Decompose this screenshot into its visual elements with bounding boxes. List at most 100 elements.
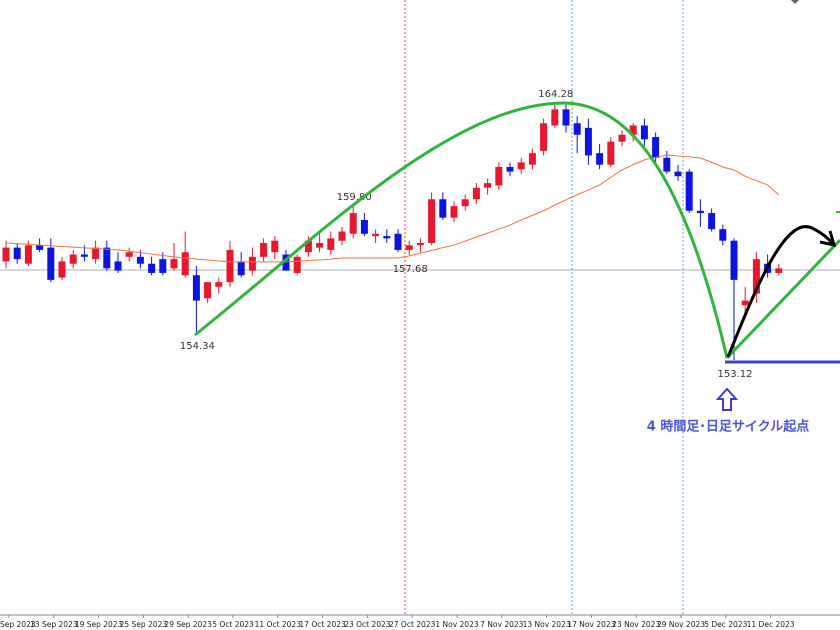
x-tick-label: 29 Sep 2023: [164, 620, 212, 629]
candle-body: [13, 247, 21, 260]
x-tick-label: 5 Oct 2023: [212, 620, 254, 629]
candle-body: [204, 282, 212, 299]
candle-body: [36, 245, 44, 250]
candle-body: [629, 125, 637, 135]
x-tick-label: 17 Oct 2023: [299, 620, 346, 629]
candle-body: [696, 210, 704, 214]
forecast-arrow: [726, 225, 834, 358]
candle-body: [685, 171, 693, 211]
candle-body: [360, 219, 368, 234]
x-tick-label: 23 Oct 2023: [344, 620, 391, 629]
x-tick-label: 13 Nov 2023: [523, 620, 571, 629]
candle-body: [461, 199, 469, 207]
candle-body: [24, 245, 32, 264]
candle-body: [159, 259, 167, 273]
x-tick-label: Sep 2023: [0, 620, 36, 629]
candle-body: [114, 261, 122, 271]
candle-body: [58, 261, 66, 278]
price-label: 157.68: [393, 264, 428, 275]
candle-body: [304, 240, 312, 253]
x-tick-label: 1 Nov 2023: [435, 620, 478, 629]
candle-body: [719, 229, 727, 241]
candle-body: [349, 213, 357, 234]
candle-body: [226, 249, 234, 283]
cycle-line: [725, 238, 840, 360]
candle-body: [730, 240, 738, 280]
candle-body: [540, 123, 548, 151]
x-tick-label: 29 Nov 2023: [657, 620, 705, 629]
candle-body: [338, 231, 346, 241]
candle-body: [506, 166, 514, 172]
x-tick-label: 13 Sep 2023: [30, 620, 78, 629]
x-tick-label: 19 Sep 2023: [75, 620, 123, 629]
moving-average: [5, 154, 780, 263]
candle-body: [260, 243, 268, 257]
candle-body: [383, 236, 391, 239]
candle-body: [103, 247, 111, 269]
x-tick-label: 5 Dec 2023: [704, 620, 747, 629]
candle-body: [293, 256, 301, 273]
price-label: 164.28: [538, 89, 573, 100]
candle-body: [327, 238, 335, 250]
candle-body: [316, 243, 324, 248]
candle-body: [573, 123, 581, 135]
x-tick-label: 11 Dec 2023: [747, 620, 795, 629]
candle-body: [47, 247, 55, 280]
candle-body: [416, 243, 424, 246]
x-tick-label: 27 Oct 2023: [389, 620, 436, 629]
candle-body: [69, 254, 77, 264]
candle-body: [2, 247, 10, 262]
up-arrow: [715, 387, 739, 411]
scroll-marker: [791, 0, 799, 4]
price-label: 153.12: [718, 369, 753, 380]
candle-body: [282, 254, 290, 271]
x-tick-label: 17 Nov 2023: [567, 620, 615, 629]
candle-body: [192, 275, 200, 301]
candle-body: [708, 213, 716, 230]
price-label: 154.34: [180, 341, 215, 352]
drawings: 4 時間足･日足サイクル起点: [194, 101, 840, 435]
candle-body: [215, 282, 223, 287]
candle-body: [517, 162, 525, 170]
candle-body: [674, 171, 682, 177]
candle-body: [472, 187, 480, 200]
candle-body: [92, 247, 100, 260]
candle-body: [271, 240, 279, 253]
cycle-curve: [194, 101, 729, 359]
candle-body: [663, 157, 671, 172]
candle-body: [752, 259, 760, 294]
candle-body: [618, 134, 626, 142]
candle-body: [741, 300, 749, 306]
candle-body: [439, 199, 447, 218]
annotation: 4 時間足･日足サイクル起点: [647, 419, 809, 435]
candle-body: [640, 125, 648, 140]
price-label: 159.80: [337, 192, 372, 203]
x-tick-label: 7 Nov 2023: [480, 620, 523, 629]
candle-body: [775, 268, 783, 273]
candle-body: [528, 153, 536, 165]
candle-body: [428, 199, 436, 244]
candle-body: [484, 183, 492, 188]
candle-body: [551, 109, 559, 126]
candle-body: [405, 245, 413, 250]
candle-body: [125, 252, 133, 257]
candle-body: [596, 153, 604, 165]
x-tick-label: 11 Oct 2023: [255, 620, 302, 629]
candle-body: [237, 261, 245, 276]
candle-body: [148, 263, 156, 273]
candle-body: [248, 256, 256, 271]
candle-body: [181, 252, 189, 276]
candle-body: [136, 256, 144, 264]
candle-body: [372, 233, 380, 237]
candle-body: [80, 254, 88, 257]
candle-body: [450, 206, 458, 218]
candle-body: [652, 137, 660, 158]
candle-body: [495, 166, 503, 186]
candle-body: [562, 109, 570, 126]
x-tick-label: 23 Nov 2023: [612, 620, 660, 629]
candle-body: [170, 259, 178, 269]
x-tick-label: 25 Sep 2023: [120, 620, 168, 629]
arrow-head: [819, 230, 837, 247]
